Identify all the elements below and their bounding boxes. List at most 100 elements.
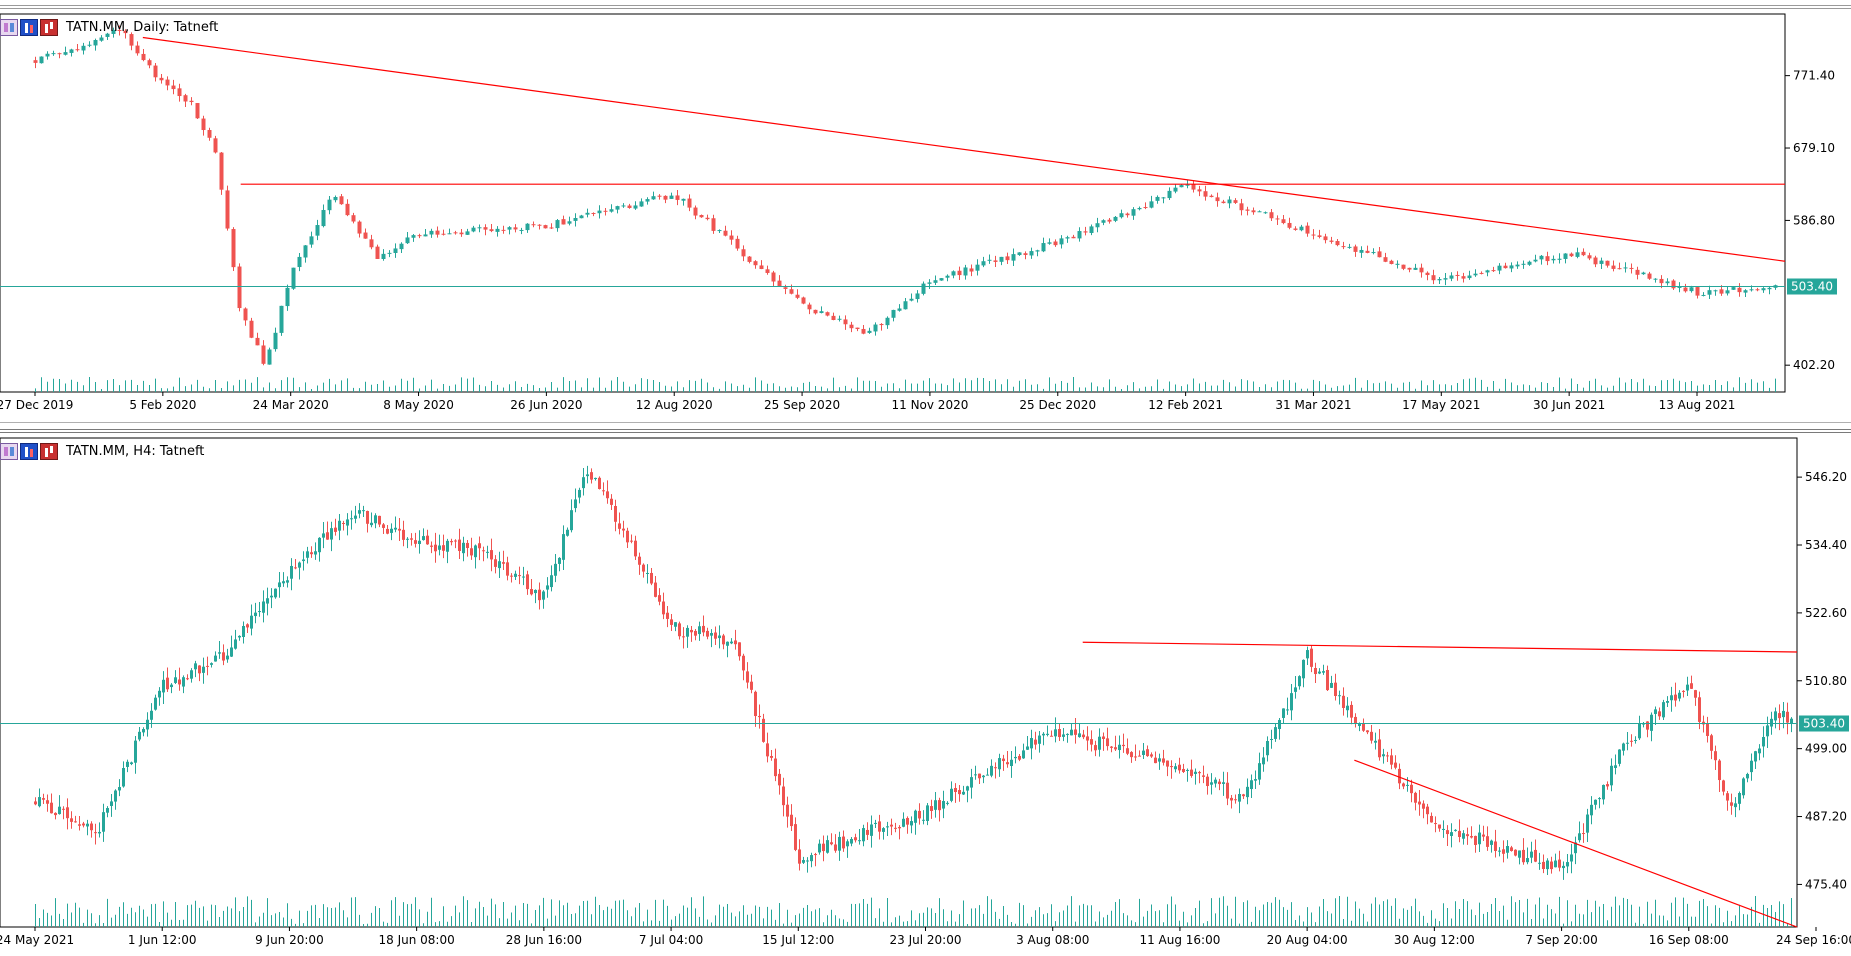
daily-candle-body — [903, 301, 908, 310]
h4-candle-body — [974, 774, 977, 776]
daily-candle-body — [1617, 268, 1622, 270]
h4-candle-body — [1458, 830, 1461, 838]
h4-candle-body — [1198, 772, 1201, 774]
daily-chart-pane[interactable]: 771.40 679.10 586.80 402.20 503.40 27 Dec 201… — [0, 12, 1851, 420]
daily-candle-body — [1551, 258, 1556, 261]
daily-candle-body — [1533, 259, 1538, 262]
h4-candle-body — [698, 626, 701, 635]
daily-candle-body — [1563, 253, 1568, 259]
h4-candle-body — [230, 647, 233, 657]
daily-candle-body — [909, 298, 914, 301]
h4-chart-symbol-title: TATN.MM, H4: Tatneft — [66, 443, 205, 459]
daily-candle-body — [993, 260, 998, 262]
indicators-list-icon[interactable] — [0, 18, 18, 36]
daily-candle-body — [1371, 252, 1376, 254]
daily-candle-body — [1011, 254, 1016, 261]
h4-candle-body — [458, 539, 461, 552]
h4-candle-body — [346, 519, 349, 526]
h4-candle-body — [262, 601, 265, 613]
h4-chart-canvas[interactable]: 546.20 534.40 522.60 510.80 499.00 487.20 475.… — [0, 436, 1851, 951]
h4-candle-body — [1326, 669, 1329, 691]
h4-candle-body — [1406, 784, 1409, 786]
daily-candle-body — [1185, 184, 1190, 186]
h4-candle-body — [530, 589, 533, 595]
h4-candle-body — [1210, 782, 1213, 785]
daily-candle-body — [1509, 265, 1514, 269]
candlestick-chart-icon[interactable] — [40, 442, 58, 460]
daily-candle-body — [861, 328, 866, 334]
daily-candle-body — [1539, 255, 1544, 260]
h4-chart-pane[interactable]: 546.20 534.40 522.60 510.80 499.00 487.20 475.… — [0, 436, 1851, 951]
h4-candle-body — [1630, 740, 1633, 742]
h4-candle-body — [562, 534, 565, 560]
daily-candle-body — [99, 37, 104, 41]
daily-chart-canvas[interactable]: 771.40 679.10 586.80 402.20 503.40 27 Dec 201… — [0, 12, 1851, 420]
h4-candle-body — [1178, 764, 1181, 771]
daily-candle-body — [597, 210, 602, 214]
h4-candle-body — [150, 710, 153, 720]
daily-candle-body — [615, 206, 620, 210]
h4-candle-body — [478, 543, 481, 549]
bar-chart-icon[interactable] — [20, 18, 38, 36]
h4-candle-body — [1626, 742, 1629, 744]
daily-price-badge-label: 503.40 — [1791, 280, 1833, 294]
daily-candle-body — [1665, 281, 1670, 284]
daily-candle-body — [375, 246, 380, 259]
h4-candle-body — [38, 797, 41, 807]
h4-candle-body — [382, 524, 385, 528]
indicators-list-icon[interactable] — [0, 442, 18, 460]
daily-candle-body — [1485, 270, 1490, 273]
h4-candle-body — [1686, 684, 1689, 691]
daily-candle-body — [1443, 278, 1448, 280]
h4-candle-body — [1422, 803, 1425, 809]
h4-candle-body — [1614, 765, 1617, 768]
h4-candle-body — [250, 615, 253, 629]
daily-candle-body — [117, 29, 122, 31]
daily-candle-body — [1119, 213, 1124, 218]
bar-chart-icon[interactable] — [20, 442, 38, 460]
pane-splitter[interactable] — [0, 420, 1851, 436]
h4-candle-body — [1202, 775, 1205, 777]
candlestick-chart-icon[interactable] — [40, 18, 58, 36]
h4-candle-body — [446, 540, 449, 552]
daily-candle-body — [1227, 199, 1232, 204]
h4-candle-body — [1018, 755, 1021, 760]
daily-candle-body — [1335, 241, 1340, 246]
daily-candle-body — [1419, 267, 1424, 273]
h4-candle-body — [778, 773, 781, 786]
h4-candle-body — [222, 652, 225, 661]
h4-candle-body — [1374, 740, 1377, 743]
daily-candle-body — [1107, 219, 1112, 222]
h4-candle-body — [186, 678, 189, 680]
daily-candle-body — [567, 221, 572, 224]
daily-candle-body — [87, 44, 92, 46]
daily-candle-body — [819, 311, 824, 314]
h4-x-tick-label: 7 Jul 04:00 — [639, 933, 703, 947]
daily-candle-body — [483, 227, 488, 230]
daily-candle-body — [831, 315, 836, 320]
daily-candle-body — [1209, 195, 1214, 198]
daily-candle-body — [927, 282, 932, 284]
h4-candle-body — [1142, 750, 1145, 755]
h4-candle-body — [998, 758, 1001, 770]
h4-candle-body — [1538, 862, 1541, 864]
daily-candle-body — [249, 320, 254, 338]
daily-candle-body — [1641, 272, 1646, 275]
daily-candle-body — [447, 233, 452, 235]
daily-candle-body — [633, 205, 638, 209]
h4-candle-body — [1726, 793, 1729, 801]
daily-candle-body — [1095, 223, 1100, 228]
h4-candle-body — [874, 822, 877, 824]
h4-candle-body — [1398, 768, 1401, 784]
h4-candle-body — [1362, 723, 1365, 731]
h4-candle-body — [1358, 723, 1361, 726]
daily-candle-body — [387, 252, 392, 254]
daily-candle-body — [1767, 287, 1772, 290]
h4-candle-body — [198, 665, 201, 674]
daily-x-tick-label: 5 Feb 2020 — [129, 398, 196, 412]
daily-candle-body — [243, 308, 248, 321]
h4-candle-body — [754, 691, 757, 717]
daily-candle-body — [1473, 273, 1478, 276]
h4-candle-body — [834, 844, 837, 851]
h4-x-tick-label: 24 Sep 16:00 — [1776, 933, 1851, 947]
